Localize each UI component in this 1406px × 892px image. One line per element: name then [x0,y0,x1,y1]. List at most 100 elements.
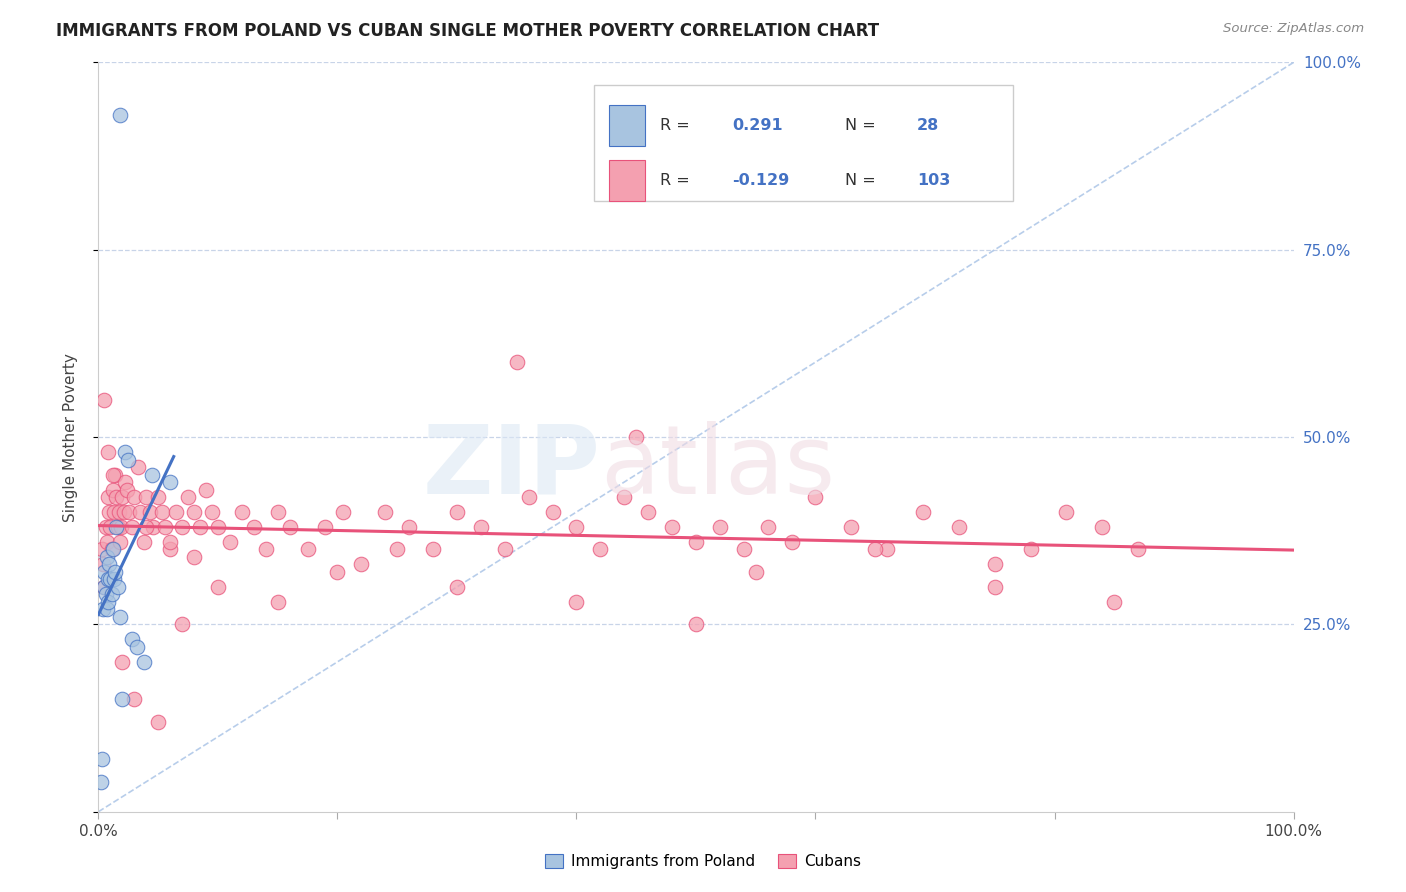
Point [139,505,162,519]
Point [207,580,229,594]
Point [91,542,114,557]
Point [911,505,934,519]
Point [101,467,124,482]
Point [165,505,187,519]
Point [105,490,128,504]
Point [96,602,118,616]
Text: R =: R = [661,118,695,133]
Point [111,490,134,504]
Point [219,535,242,549]
Point [115,483,138,497]
Point [804,490,827,504]
Point [326,565,349,579]
Point [1056,505,1078,519]
Text: R =: R = [661,173,695,187]
Point [685,535,707,549]
Point [94,520,117,534]
Point [118,505,141,519]
Text: IMMIGRANTS FROM POLAND VS CUBAN SINGLE MOTHER POVERTY CORRELATION CHART: IMMIGRANTS FROM POLAND VS CUBAN SINGLE M… [56,22,879,40]
Point [446,505,468,519]
Point [159,535,181,549]
Point [159,475,181,489]
Text: 103: 103 [917,173,950,187]
Point [104,565,127,579]
Point [110,520,132,534]
Point [374,505,396,519]
Point [201,505,224,519]
Point [114,475,136,489]
Point [948,520,970,534]
Point [841,520,863,534]
Point [385,542,409,557]
Point [121,632,143,647]
Point [127,460,149,475]
Point [177,490,200,504]
Point [494,542,516,557]
Point [565,520,588,534]
Point [865,542,887,557]
Point [100,587,122,601]
Point [111,655,134,669]
Bar [609,105,644,146]
Point [506,355,529,369]
Point [101,542,124,557]
Point [125,640,148,654]
Point [626,430,648,444]
Point [112,505,135,519]
Point [231,505,253,519]
Point [172,617,194,632]
FancyBboxPatch shape [595,85,1012,201]
Point [100,542,122,557]
Point [107,520,129,534]
Point [105,520,128,534]
Point [129,505,152,519]
Point [637,505,659,519]
Point [780,535,803,549]
Point [517,490,540,504]
Point [195,483,218,497]
Point [107,580,129,594]
Point [1104,595,1126,609]
Point [183,505,205,519]
Text: 28: 28 [917,118,939,133]
Point [108,610,131,624]
Point [297,542,319,557]
Point [254,542,277,557]
Point [93,580,115,594]
Point [685,617,707,632]
Point [96,535,118,549]
Point [107,505,129,519]
Point [1128,542,1150,557]
Text: Source: ZipAtlas.com: Source: ZipAtlas.com [1223,22,1364,36]
Point [613,490,636,504]
Point [108,108,131,122]
Point [91,602,114,616]
Point [103,505,125,519]
Text: N =: N = [845,173,882,187]
Point [124,490,146,504]
Point [132,655,155,669]
Point [93,565,115,579]
Point [350,558,373,572]
Point [267,595,290,609]
Point [565,595,588,609]
Point [111,692,134,706]
Point [97,573,120,587]
Point [93,392,115,407]
Point [172,520,194,534]
Point [756,520,779,534]
Point [121,520,143,534]
Point [422,542,444,557]
Point [661,520,683,534]
Point [104,467,127,482]
Point [1019,542,1042,557]
Point [984,558,1007,572]
Point [733,542,755,557]
Point [124,692,146,706]
Point [207,520,229,534]
Point [745,565,768,579]
Point [132,535,155,549]
Point [101,483,124,497]
Point [114,445,136,459]
Point [94,587,117,601]
